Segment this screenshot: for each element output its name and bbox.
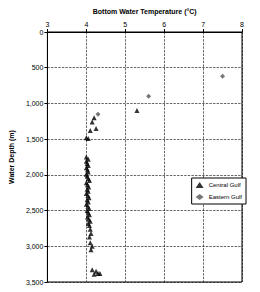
- svg-text:3,500: 3,500: [26, 279, 44, 286]
- svg-text:Central Gulf: Central Gulf: [209, 182, 241, 188]
- svg-text:3,000: 3,000: [26, 243, 44, 250]
- svg-text:2,500: 2,500: [26, 207, 44, 214]
- svg-text:Bottom Water Temperature (°C): Bottom Water Temperature (°C): [93, 8, 197, 16]
- svg-text:500: 500: [32, 64, 44, 71]
- svg-text:Water Depth (m): Water Depth (m): [8, 130, 16, 184]
- svg-text:0: 0: [40, 29, 44, 36]
- svg-text:5: 5: [123, 21, 127, 28]
- svg-text:Eastern Gulf: Eastern Gulf: [209, 194, 243, 200]
- svg-text:8: 8: [240, 21, 244, 28]
- svg-text:3: 3: [45, 21, 49, 28]
- svg-text:6: 6: [162, 21, 166, 28]
- svg-text:2,000: 2,000: [26, 171, 44, 178]
- svg-text:1,000: 1,000: [26, 100, 44, 107]
- svg-text:4: 4: [84, 21, 88, 28]
- svg-text:1,500: 1,500: [26, 136, 44, 143]
- svg-text:7: 7: [201, 21, 205, 28]
